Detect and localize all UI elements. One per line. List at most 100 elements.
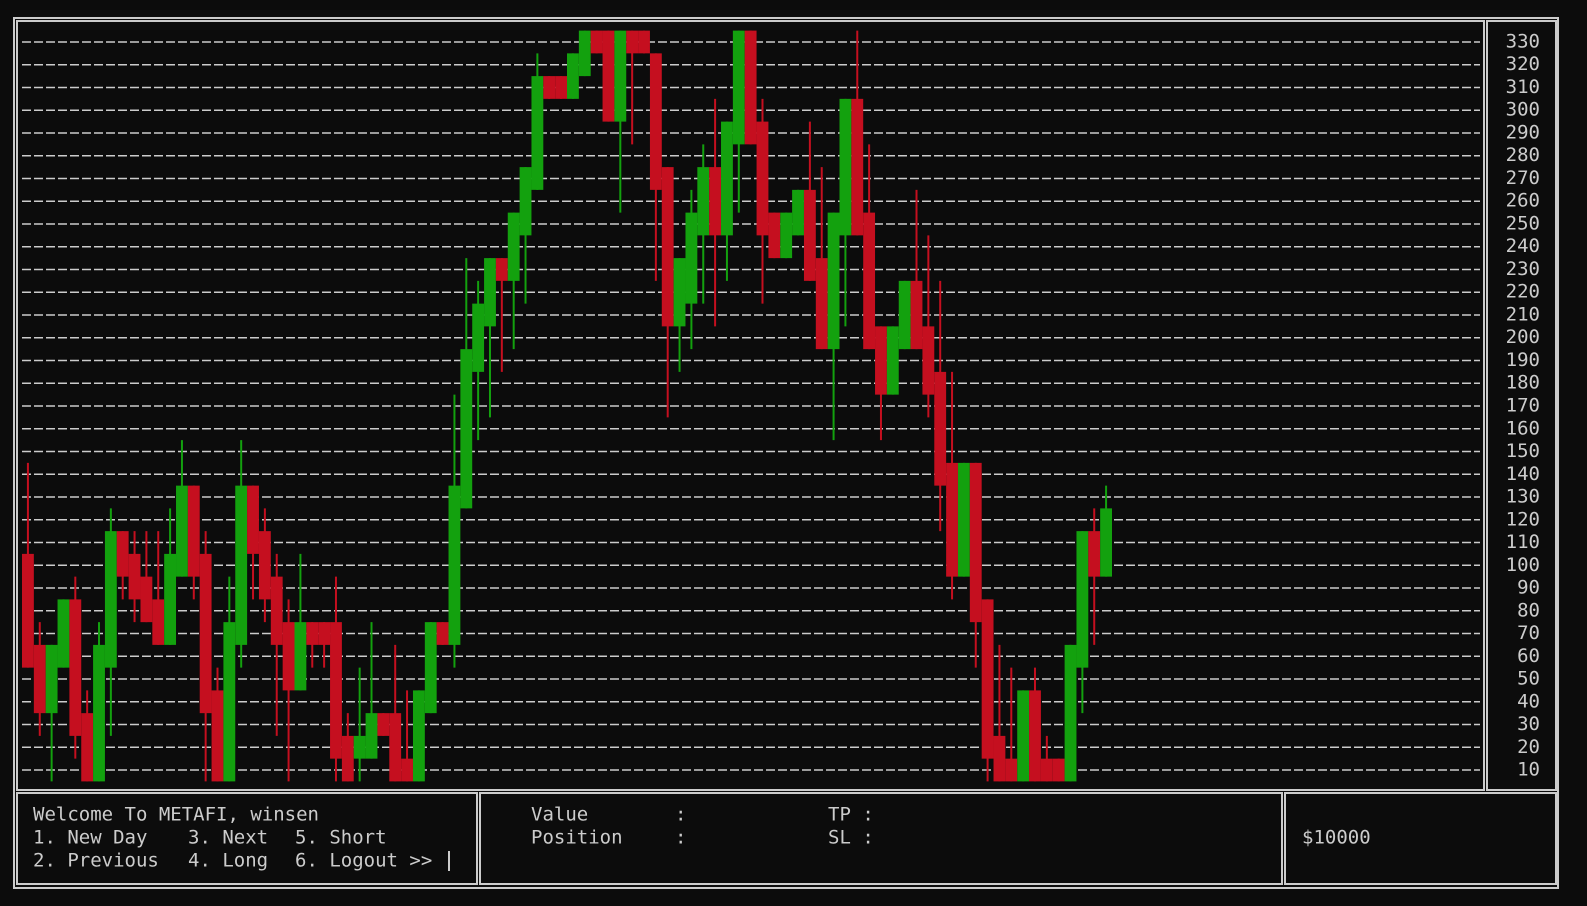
y-tick-label: 110 bbox=[1506, 531, 1540, 553]
balance: $10000 bbox=[1302, 827, 1371, 849]
menu-panel bbox=[16, 792, 478, 885]
y-tick-label: 190 bbox=[1506, 349, 1540, 371]
menu-option[interactable]: 4. Long bbox=[188, 850, 268, 872]
y-tick-label: 120 bbox=[1506, 508, 1540, 530]
candle-body bbox=[1017, 690, 1030, 782]
value-separator: : bbox=[675, 804, 686, 826]
menu-option[interactable]: 1. New Day bbox=[33, 827, 147, 849]
candle-body bbox=[199, 553, 212, 714]
candle-body bbox=[211, 690, 224, 782]
welcome-text: Welcome To METAFI, winsen bbox=[33, 804, 319, 826]
candle-body bbox=[187, 485, 200, 577]
y-tick-label: 280 bbox=[1506, 144, 1540, 166]
candle-body bbox=[128, 553, 141, 600]
balance-panel bbox=[1284, 792, 1557, 885]
y-tick-label: 90 bbox=[1517, 577, 1540, 599]
candle-body bbox=[519, 167, 532, 236]
y-tick-label: 160 bbox=[1506, 417, 1540, 439]
y-tick-label: 50 bbox=[1517, 668, 1540, 690]
candle-body bbox=[318, 622, 331, 645]
candle-body bbox=[934, 371, 947, 486]
candle-body bbox=[294, 622, 307, 691]
candle-body bbox=[555, 76, 567, 99]
y-tick-label: 100 bbox=[1506, 554, 1540, 576]
candle-body bbox=[412, 690, 425, 782]
y-tick-label: 210 bbox=[1506, 303, 1540, 325]
y-tick-label: 260 bbox=[1506, 190, 1540, 212]
cursor bbox=[448, 851, 450, 871]
candle-body bbox=[567, 53, 579, 99]
candle-body bbox=[1052, 758, 1065, 782]
y-tick-label: 180 bbox=[1506, 372, 1540, 394]
candle-body bbox=[969, 462, 982, 623]
menu-option[interactable]: 3. Next bbox=[188, 827, 268, 849]
candle-body bbox=[815, 258, 828, 350]
y-tick-label: 310 bbox=[1506, 76, 1540, 98]
candle-body bbox=[1088, 531, 1101, 577]
candle-body bbox=[744, 30, 757, 145]
candle-body bbox=[922, 326, 935, 395]
candle-body bbox=[803, 189, 816, 281]
y-tick-label: 80 bbox=[1517, 599, 1540, 621]
menu-option[interactable]: 5. Short bbox=[295, 827, 387, 849]
candle-body bbox=[484, 258, 496, 327]
y-tick-label: 10 bbox=[1517, 759, 1540, 781]
position-label: Position bbox=[531, 827, 623, 849]
candle-body bbox=[306, 622, 319, 645]
candle-body bbox=[898, 280, 911, 350]
candle-body bbox=[780, 212, 793, 259]
y-tick-label: 250 bbox=[1506, 212, 1540, 234]
sl-label: SL : bbox=[828, 827, 874, 849]
chart-panel bbox=[16, 20, 1485, 791]
candle-body bbox=[1076, 531, 1089, 668]
y-tick-label: 40 bbox=[1517, 690, 1540, 712]
candle-body bbox=[81, 713, 94, 782]
menu-option[interactable]: 2. Previous bbox=[33, 850, 159, 872]
candle-body bbox=[247, 485, 259, 554]
candle-body bbox=[910, 280, 923, 350]
candle-body bbox=[401, 758, 413, 782]
candle-body bbox=[827, 212, 840, 350]
candle-body bbox=[353, 735, 366, 759]
y-tick-label: 60 bbox=[1517, 645, 1540, 667]
candle-body bbox=[685, 212, 698, 304]
candle-body bbox=[626, 30, 639, 54]
candle-body bbox=[45, 644, 58, 714]
candle-body bbox=[993, 735, 1006, 782]
candle-body bbox=[721, 121, 733, 236]
y-tick-label: 220 bbox=[1506, 281, 1540, 303]
candle-body bbox=[104, 531, 117, 668]
candle-body bbox=[330, 622, 342, 759]
candle-body bbox=[531, 76, 544, 190]
candle-body bbox=[1100, 508, 1112, 577]
candle-body bbox=[851, 98, 864, 236]
candle-body bbox=[152, 599, 165, 645]
candle-body bbox=[140, 576, 153, 623]
candle-body bbox=[1040, 758, 1053, 782]
candle-body bbox=[590, 30, 603, 54]
y-tick-label: 170 bbox=[1506, 395, 1540, 417]
y-tick-label: 230 bbox=[1506, 258, 1540, 280]
candle-body bbox=[57, 599, 70, 668]
candle-body bbox=[578, 30, 591, 77]
candle-body bbox=[614, 30, 627, 122]
menu-option[interactable]: 6. Logout >> bbox=[295, 850, 432, 872]
candle-body bbox=[270, 576, 283, 645]
y-tick-label: 70 bbox=[1517, 622, 1540, 644]
outer-border bbox=[13, 17, 1559, 889]
candle-body bbox=[93, 644, 105, 782]
candle-body bbox=[282, 622, 295, 691]
y-tick-label: 300 bbox=[1506, 99, 1540, 121]
candle-body bbox=[365, 713, 378, 759]
candle-body bbox=[886, 326, 899, 395]
tp-label: TP : bbox=[828, 804, 874, 826]
candle-body bbox=[176, 485, 188, 577]
candle-body bbox=[1005, 758, 1018, 782]
candle-body bbox=[460, 349, 473, 509]
candle-body bbox=[697, 167, 710, 236]
candle-body bbox=[436, 622, 449, 645]
y-tick-label: 320 bbox=[1506, 53, 1540, 75]
